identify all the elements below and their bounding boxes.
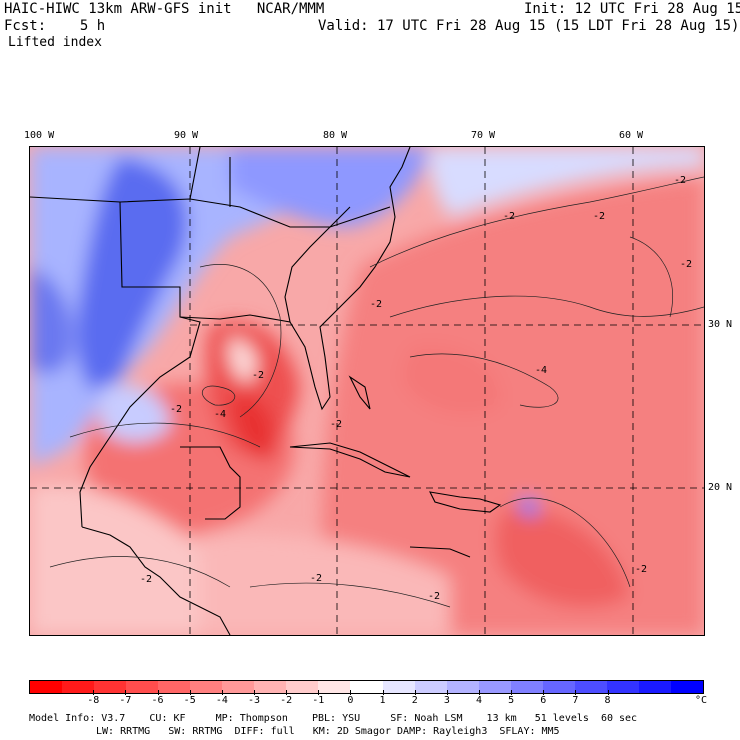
colorbar-tick-mark	[607, 690, 609, 695]
contour-label: -4	[535, 365, 547, 376]
colorbar-tick-label: 1	[379, 695, 386, 706]
colorbar-tick-label: 7	[572, 695, 579, 706]
colorbar-segment	[286, 681, 319, 693]
colorbar-segment	[510, 681, 543, 693]
colorbar-tick-mark	[157, 690, 159, 695]
contour-label: -2	[503, 211, 515, 222]
colorbar-segment	[190, 681, 223, 693]
lon-label-60w: 60 W	[619, 130, 644, 141]
colorbar-segment	[30, 681, 63, 693]
colorbar-tick-mark	[286, 690, 288, 695]
colorbar-tick-mark	[350, 690, 352, 695]
forecast-hour: Fcst: 5 h	[4, 18, 106, 34]
colorbar-tick-mark	[189, 690, 191, 695]
contour-label: -2	[330, 419, 342, 430]
lon-label-70w: 70 W	[471, 130, 496, 141]
colorbar-segment	[446, 681, 479, 693]
colorbar-segment	[94, 681, 127, 693]
colorbar-tick-label: 3	[443, 695, 450, 706]
colorbar-tick-label: -3	[247, 695, 261, 706]
colorbar-tick-mark	[221, 690, 223, 695]
colorbar-unit: °C	[695, 695, 708, 706]
colorbar-segment	[382, 681, 415, 693]
valid-time: Valid: 17 UTC Fri 28 Aug 15 (15 LDT Fri …	[318, 18, 740, 34]
lat-label-20n: 20 N	[708, 482, 733, 493]
colorbar-segment	[574, 681, 607, 693]
lon-label-100w: 100 W	[24, 130, 55, 141]
colorbar-tick-mark	[414, 690, 416, 695]
colorbar-segment	[414, 681, 447, 693]
contour-label: -2	[680, 259, 692, 270]
colorbar-tick-label: 5	[508, 695, 515, 706]
colorbar-tick-label: 4	[475, 695, 483, 706]
contour-label: -2	[428, 591, 440, 602]
colorbar-tick-label: -7	[119, 695, 132, 706]
colorbar-segment	[478, 681, 511, 693]
contour-label-group: -2 -2 -2 -2 -4 -2 -2 -4 -2 -2 -2 -2 -2 -…	[140, 175, 692, 602]
colorbar-tick-label: 8	[604, 695, 611, 706]
colorbar-segment	[126, 681, 159, 693]
lon-label-90w: 90 W	[174, 130, 199, 141]
colorbar-tick-mark	[446, 690, 448, 695]
contour-label: -2	[310, 573, 322, 584]
colorbar-tick-mark	[511, 690, 513, 695]
colorbar-tick-mark	[93, 690, 95, 695]
colorbar-tick-mark	[254, 690, 255, 695]
colorbar-segment	[318, 681, 351, 693]
colorbar-tick-mark	[575, 690, 577, 695]
colorbar-tick-label: 2	[411, 695, 418, 706]
contour-label: -2	[674, 175, 686, 186]
contour-label: -2	[593, 211, 605, 222]
init-time: Init: 12 UTC Fri 28 Aug 15	[524, 1, 740, 17]
colorbar-tick-label: -6	[151, 695, 164, 706]
colorbar-segment	[158, 681, 191, 693]
contour-label: -2	[635, 564, 647, 575]
colorbar-segment	[62, 681, 95, 693]
colorbar-segment	[222, 681, 255, 693]
colorbar-tick-mark	[125, 690, 127, 695]
lifted-index-map: -2 -2 -2 -2 -4 -2 -2 -4 -2 -2 -2 -2 -2 -…	[29, 146, 705, 636]
contour-label: -4	[214, 409, 226, 420]
colorbar-segment	[638, 681, 671, 693]
colorbar-tick-label: -4	[215, 695, 228, 706]
colorbar	[29, 680, 704, 694]
colorbar-tick-mark	[543, 690, 545, 695]
field-name: Lifted index	[8, 35, 102, 50]
colorbar-tick-mark	[382, 690, 384, 695]
colorbar-segment	[350, 681, 383, 693]
colorbar-segment	[542, 681, 575, 693]
colorbar-tick-mark	[318, 690, 320, 695]
colorbar-segment	[254, 681, 287, 693]
lat-label-30n: 30 N	[708, 319, 733, 330]
contour-label: -2	[252, 370, 264, 381]
colorbar-tick-label: 6	[540, 695, 547, 706]
contour-label: -2	[170, 404, 182, 415]
colorbar-tick-label: -2	[280, 695, 293, 706]
colorbar-segment	[670, 681, 703, 693]
footer-model-info: Model Info: V3.7 CU: KF MP: Thompson PBL…	[29, 713, 638, 724]
contour-label: -2	[370, 299, 382, 310]
latlon-grid	[30, 147, 704, 635]
colorbar-segment	[606, 681, 639, 693]
contour-label: -2	[140, 574, 152, 585]
colorbar-tick-label: 0	[347, 695, 354, 706]
model-title: HAIC-HIWC 13km ARW-GFS init NCAR/MMM	[4, 1, 325, 17]
colorbar-tick-mark	[479, 690, 480, 695]
colorbar-tick-label: -8	[87, 695, 100, 706]
lon-label-80w: 80 W	[323, 130, 348, 141]
footer-physics-info: LW: RRTMG SW: RRTMG DIFF: full KM: 2D Sm…	[96, 726, 560, 737]
colorbar-tick-label: -5	[183, 695, 196, 706]
colorbar-tick-label: -1	[312, 695, 325, 706]
contours	[49, 176, 704, 608]
